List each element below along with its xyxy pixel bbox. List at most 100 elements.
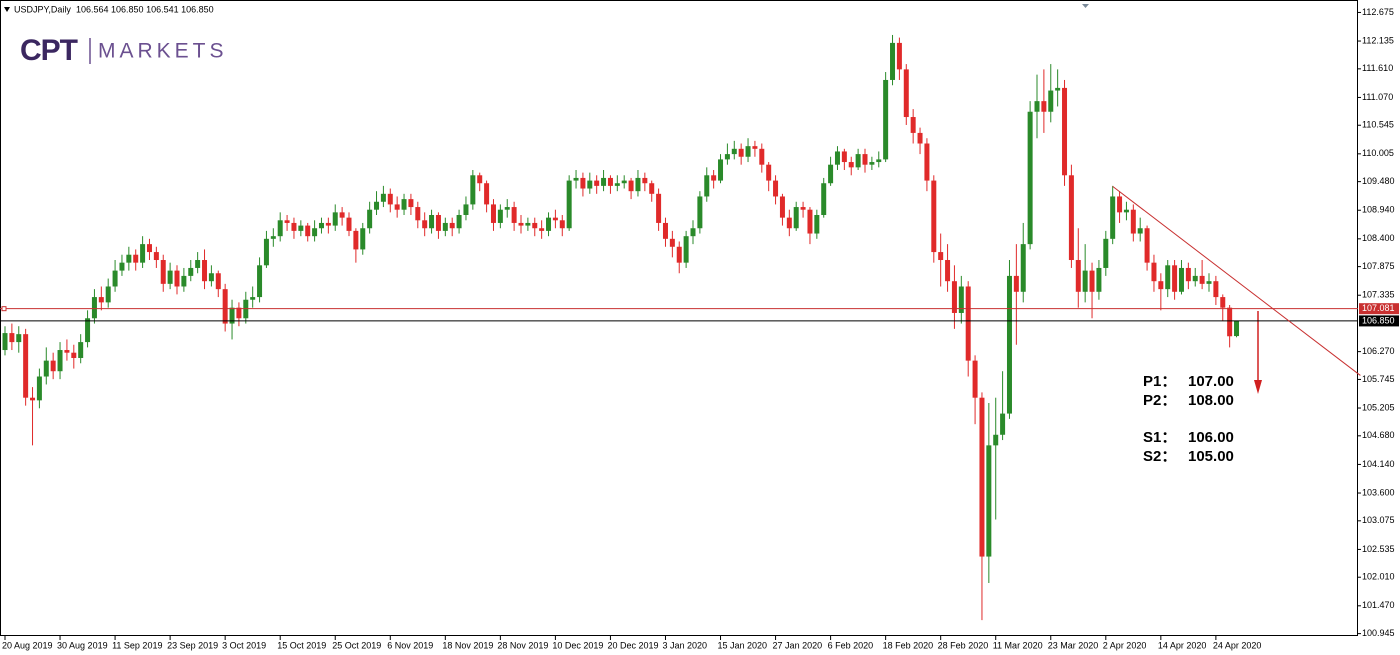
candle-body xyxy=(855,154,861,168)
x-tick-label: 18 Feb 2020 xyxy=(883,640,934,650)
candle-body xyxy=(146,244,152,253)
candle-body xyxy=(559,220,565,229)
candle-body xyxy=(958,286,964,313)
x-tick-label: 27 Jan 2020 xyxy=(773,640,823,650)
candle-body xyxy=(360,228,366,250)
y-tick-label: 102.535 xyxy=(1362,544,1395,554)
candle-body xyxy=(910,117,916,133)
y-tick-label: 112.135 xyxy=(1362,35,1394,45)
candle-body xyxy=(773,180,779,197)
candle-body xyxy=(662,222,668,239)
candle-body xyxy=(580,177,586,189)
candle-body xyxy=(552,217,558,221)
candle-body xyxy=(683,236,689,263)
x-tick-label: 20 Aug 2019 xyxy=(2,640,53,650)
candle-body xyxy=(883,79,889,160)
candle-body xyxy=(284,220,290,223)
candle-body xyxy=(181,275,187,287)
candle-body xyxy=(1199,275,1205,284)
level-value: 106.00 xyxy=(1188,429,1234,446)
candle-body xyxy=(346,217,352,231)
candle-body xyxy=(525,222,531,226)
candle-body xyxy=(979,397,985,557)
y-tick-label: 110.545 xyxy=(1362,120,1394,130)
y-tick-label: 111.610 xyxy=(1362,63,1393,73)
candle-body xyxy=(429,215,435,229)
candle-body xyxy=(532,222,538,229)
y-tick-label: 110.005 xyxy=(1362,148,1394,158)
x-tick-label: 20 Dec 2019 xyxy=(607,640,658,650)
candle-body xyxy=(401,199,407,210)
candle-body xyxy=(965,286,971,361)
candle-body xyxy=(1096,267,1102,292)
candle-body xyxy=(1075,260,1081,292)
candle-body xyxy=(614,183,620,186)
x-tick-label: 11 Mar 2020 xyxy=(993,640,1043,650)
candle-body xyxy=(1172,265,1178,292)
candle-body xyxy=(250,297,256,300)
plot xyxy=(2,34,1240,621)
candle-body xyxy=(16,334,22,343)
candle-body xyxy=(2,333,8,351)
x-tick-label: 24 Apr 2020 xyxy=(1213,640,1262,650)
candle-body xyxy=(353,230,359,250)
candle-body xyxy=(986,445,992,557)
x-tick-label: 30 Aug 2019 xyxy=(57,640,108,650)
price-box xyxy=(1359,315,1399,327)
candle-body xyxy=(800,207,806,210)
candle-body xyxy=(821,183,827,216)
candle-body xyxy=(91,297,97,319)
x-tick-label: 11 Sep 2019 xyxy=(112,640,162,650)
candle-body xyxy=(449,222,455,229)
candle-body xyxy=(546,217,552,231)
candle-body xyxy=(779,196,785,218)
candle-body xyxy=(718,159,724,181)
candle-body xyxy=(786,217,792,229)
candle-body xyxy=(876,159,882,163)
candle-body xyxy=(724,154,730,160)
candle-body xyxy=(1220,297,1226,308)
candle-body xyxy=(318,222,324,229)
candle-body xyxy=(380,193,386,202)
candle-body xyxy=(277,220,283,237)
candle-body xyxy=(415,207,421,221)
level-name: P1： xyxy=(1143,373,1176,390)
quote: 106.564 106.850 106.541 106.850 xyxy=(76,4,214,14)
price-line-handle xyxy=(1,306,7,312)
candle-body xyxy=(133,254,139,263)
logo-mark: CPT xyxy=(20,34,78,67)
y-tick-label: 109.480 xyxy=(1362,176,1395,186)
x-tick-label: 15 Oct 2019 xyxy=(277,640,326,650)
candle-body xyxy=(642,177,648,184)
candle-body xyxy=(36,376,42,401)
x-tick-label: 18 Nov 2019 xyxy=(442,640,493,650)
candle-body xyxy=(628,180,634,192)
x-tick-label: 28 Nov 2019 xyxy=(497,640,548,650)
candle-body xyxy=(270,236,276,239)
candle-body xyxy=(766,164,772,181)
y-tick-label: 112.675 xyxy=(1362,7,1394,17)
candle-body xyxy=(1178,267,1184,292)
x-tick-label: 2 Apr 2020 xyxy=(1103,640,1147,650)
candle-body xyxy=(1123,209,1129,213)
candle-body xyxy=(601,177,607,186)
symbol: USDJPY,Daily xyxy=(14,4,71,14)
candle-body xyxy=(573,177,579,181)
candle-body xyxy=(263,238,269,266)
candle-body xyxy=(656,193,662,223)
candle-body xyxy=(649,183,655,194)
candle-body xyxy=(325,222,331,226)
y-tick-label: 104.680 xyxy=(1362,430,1395,440)
candle-body xyxy=(1027,111,1033,245)
candle-body xyxy=(188,267,194,276)
candle-body xyxy=(339,212,345,218)
candle-body xyxy=(435,215,441,231)
candle-body xyxy=(160,260,166,284)
candle-body xyxy=(931,180,937,253)
candle-body xyxy=(697,196,703,229)
candle-body xyxy=(140,244,146,263)
candle-body xyxy=(126,254,132,263)
candle-body xyxy=(484,183,490,205)
candle-body xyxy=(1103,238,1109,268)
